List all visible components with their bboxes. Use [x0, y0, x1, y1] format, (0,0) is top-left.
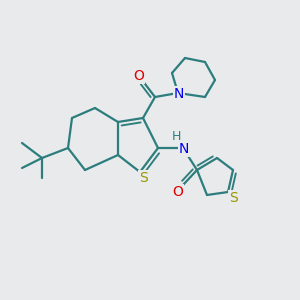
- Text: S: S: [229, 191, 237, 205]
- Text: O: O: [172, 185, 183, 199]
- Text: N: N: [179, 142, 189, 156]
- Text: O: O: [134, 69, 144, 83]
- Text: H: H: [171, 130, 181, 142]
- Text: N: N: [174, 87, 184, 101]
- Text: S: S: [139, 171, 147, 185]
